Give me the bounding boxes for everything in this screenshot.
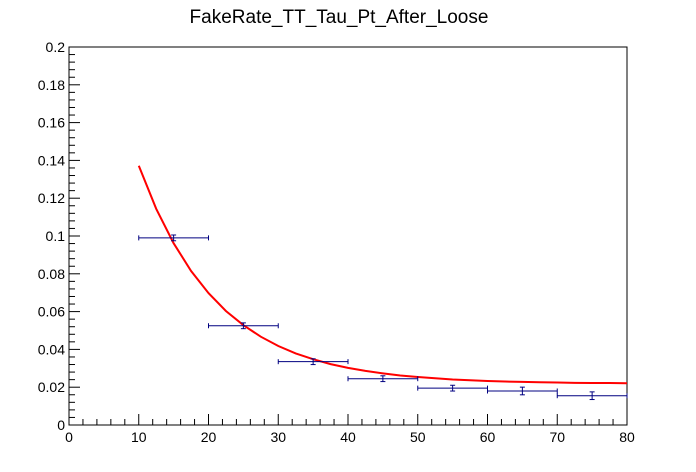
data-point [277,358,349,366]
y-tick-label: 0.02 [38,379,65,395]
data-point [347,375,419,383]
x-tick-label: 40 [340,429,356,445]
y-tick-label: 0.06 [38,304,65,320]
x-tick-label: 80 [619,429,635,445]
x-tick-label: 20 [201,429,217,445]
fit-curve [137,165,628,385]
y-tick-label: 0.12 [38,190,65,206]
y-tick-label: 0.18 [38,77,65,93]
axes: 0 10 20 30 40 50 60 70 80 0 0.02 0.04 0.06 0.08 0.1 0.1… [38,39,635,445]
data-point [556,391,628,401]
x-tick-label: 0 [65,429,73,445]
y-tick-label: 0.2 [46,39,66,55]
y-tick-label: 0.14 [38,152,65,168]
y-tick-label: 0 [57,417,65,433]
data-marks [137,165,628,401]
data-point [138,234,209,242]
y-tick-label: 0.04 [38,341,65,357]
x-tick-label: 70 [549,429,565,445]
data-point [487,386,558,396]
chart-title: FakeRate_TT_Tau_Pt_After_Loose [190,7,489,28]
data-point [417,384,488,392]
y-tick-label: 0.16 [38,115,65,131]
y-tick-label: 0.1 [46,228,66,244]
data-point [208,322,279,330]
x-tick-label: 50 [410,429,426,445]
x-tick-label: 10 [131,429,147,445]
y-tick-label: 0.08 [38,266,65,282]
x-tick-label: 60 [480,429,496,445]
x-tick-label: 30 [270,429,286,445]
